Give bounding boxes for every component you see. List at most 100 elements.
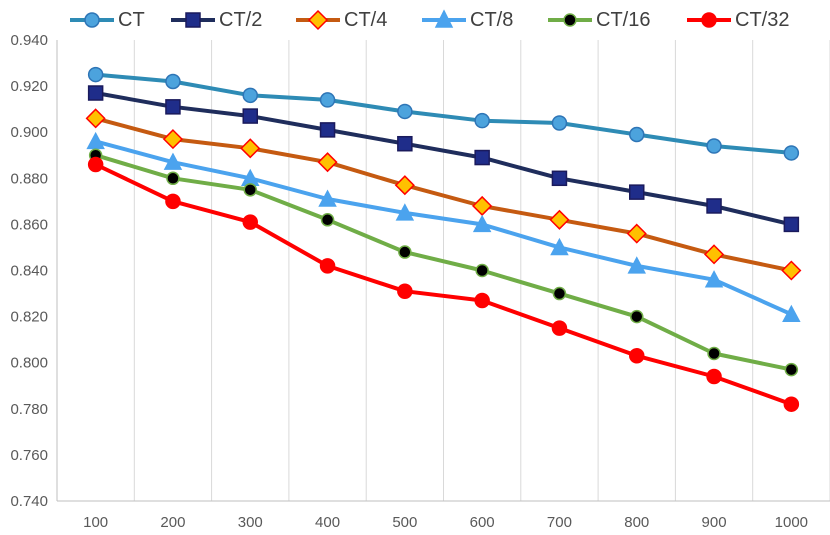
data-point <box>87 85 104 101</box>
data-point <box>165 193 181 210</box>
data-point <box>630 309 644 324</box>
y-tick-label: 0.760 <box>10 447 48 464</box>
y-tick-label: 0.940 <box>10 32 48 49</box>
data-point <box>320 213 335 227</box>
data-point <box>319 122 336 138</box>
data-point <box>474 292 490 309</box>
series-line-ct <box>95 72 792 155</box>
data-point <box>86 131 105 150</box>
legend-label: CT/8 <box>470 9 514 31</box>
data-point <box>319 92 336 108</box>
data-point <box>87 66 104 83</box>
data-point <box>394 175 415 196</box>
data-point <box>242 214 258 230</box>
data-point <box>551 320 568 336</box>
data-point <box>472 214 492 233</box>
legend: CT CT/2 CT/4 CT/8 CT/16 CT/32 <box>0 6 830 34</box>
x-tick-label: 300 <box>238 514 263 531</box>
data-point <box>782 304 801 323</box>
legend-label: CT/4 <box>344 9 388 31</box>
y-tick-label: 0.840 <box>10 263 48 280</box>
legend-marker-ct4 <box>296 9 340 31</box>
series-line-ct32 <box>94 162 793 407</box>
data-point <box>707 346 721 361</box>
data-point <box>474 112 490 129</box>
data-point <box>706 368 722 385</box>
data-point <box>552 286 567 301</box>
y-tick-label: 0.740 <box>10 493 48 510</box>
data-point <box>166 171 180 186</box>
data-point <box>703 244 725 265</box>
x-tick-label: 400 <box>315 514 340 531</box>
data-point <box>319 258 336 274</box>
legend-marker-ct32 <box>687 12 731 28</box>
data-point <box>706 138 722 154</box>
data-point <box>243 183 257 197</box>
series-markers-ct8 <box>86 131 801 323</box>
legend-label: CT <box>118 9 145 31</box>
legend-label: CT/16 <box>596 9 651 31</box>
x-tick-label: 600 <box>470 514 495 531</box>
data-point <box>472 195 493 217</box>
series-markers-ct16 <box>88 148 799 377</box>
series-line-ct8 <box>95 139 793 317</box>
y-tick-label: 0.920 <box>10 78 48 95</box>
data-point <box>704 270 724 288</box>
data-point <box>784 362 799 377</box>
legend-marker-ct <box>70 12 114 28</box>
series-line-ct2 <box>95 91 792 227</box>
data-point <box>783 216 800 233</box>
data-point <box>783 145 800 161</box>
data-point <box>783 396 800 412</box>
data-point <box>474 149 490 166</box>
data-point <box>162 129 184 150</box>
x-tick-label: 900 <box>702 514 727 531</box>
legend-label: CT/32 <box>735 9 790 31</box>
data-point <box>163 152 183 170</box>
y-tick-label: 0.780 <box>10 401 48 418</box>
data-point <box>240 138 261 159</box>
series-line-ct16 <box>95 153 792 372</box>
data-point <box>629 184 645 200</box>
data-point <box>475 263 489 278</box>
y-tick-label: 0.900 <box>10 124 48 141</box>
data-point <box>165 99 181 115</box>
data-point <box>627 256 646 274</box>
data-point <box>551 170 568 187</box>
data-point <box>781 260 802 281</box>
data-point <box>242 108 258 124</box>
data-point <box>398 245 412 259</box>
legend-label: CT/2 <box>219 9 263 31</box>
x-tick-label: 800 <box>624 514 649 531</box>
x-tick-label: 500 <box>392 514 417 531</box>
series-markers-ct <box>87 66 800 161</box>
data-point <box>550 237 569 256</box>
y-tick-label: 0.880 <box>10 170 48 187</box>
x-tick-label: 1000 <box>775 514 808 531</box>
data-point <box>626 223 647 244</box>
legend-marker-ct8 <box>422 9 466 28</box>
x-tick-label: 100 <box>83 514 108 531</box>
data-point <box>397 283 413 299</box>
data-point <box>87 156 104 173</box>
legend-marker-ct16 <box>548 13 592 27</box>
data-point <box>397 103 413 120</box>
x-tick-label: 200 <box>160 514 185 531</box>
y-tick-label: 0.860 <box>10 216 48 233</box>
data-point <box>317 152 338 173</box>
data-point <box>629 126 645 143</box>
data-point <box>397 135 413 152</box>
y-tick-label: 0.820 <box>10 309 48 326</box>
series-markers-ct32 <box>87 156 800 412</box>
data-point <box>318 189 337 207</box>
x-tick-label: 700 <box>547 514 572 531</box>
data-point <box>629 348 645 364</box>
data-point <box>85 108 106 129</box>
data-point <box>165 73 181 90</box>
data-point <box>549 209 570 230</box>
data-point <box>242 87 258 104</box>
y-tick-label: 0.800 <box>10 355 48 372</box>
series-markers-ct2 <box>87 85 800 233</box>
series-line-ct4 <box>95 116 792 273</box>
